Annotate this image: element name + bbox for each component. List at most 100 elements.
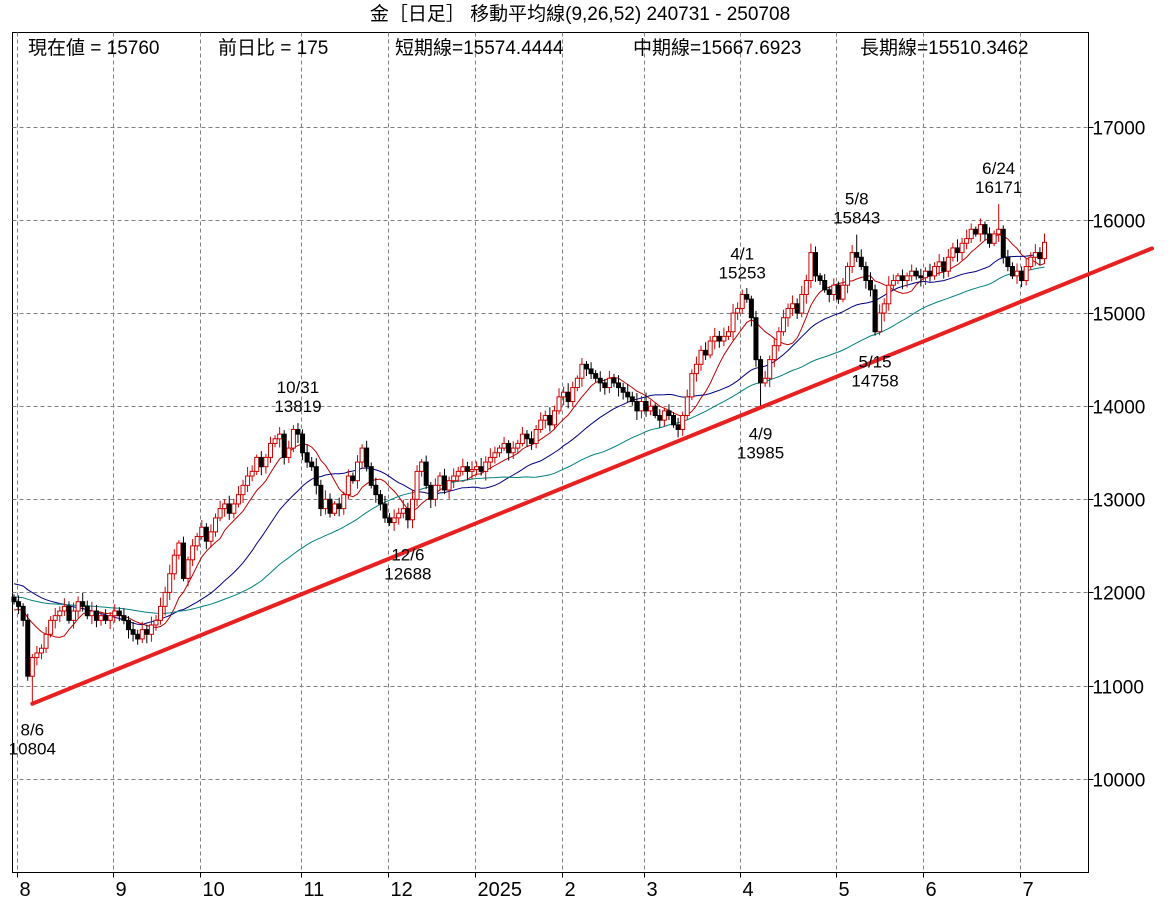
annotation-value: 13985 [737,444,784,463]
candle-body [666,410,672,417]
candle-body [66,605,72,621]
candle-body [89,610,95,617]
candle-body [771,345,777,361]
candle-up [1032,244,1038,266]
candle-body [625,391,631,398]
candle-down [602,378,608,395]
candle-body [593,373,599,379]
candle-body [396,512,402,519]
candle-down [258,451,264,476]
candle-up [43,626,49,654]
candle-body [464,466,470,472]
candle-body [556,396,562,412]
annotation-value: 15843 [833,209,880,228]
candle-body [927,270,933,277]
candle-body [103,615,109,621]
candle-body [638,401,644,412]
candle-body [597,377,603,384]
candle-body [34,652,40,659]
candle-up [725,325,731,340]
candle-down [584,361,589,376]
candle-down [822,274,828,293]
candle-body [909,270,915,277]
candle-body [327,498,333,514]
candle-body [671,415,677,426]
candle-body [858,256,864,268]
candle-up [290,425,296,453]
candle-up [730,303,736,341]
candle-body [391,517,397,524]
candle-up [263,454,269,474]
candle-body [579,363,585,379]
x-tick-label: 4 [743,879,754,901]
candle-body [322,498,328,510]
candle-up [968,223,974,243]
info-bar: 現在値 = 15760 前日比 = 175 短期線=15574.4444 中期線… [28,37,1028,59]
candle-body [725,331,731,337]
candle-body [332,503,338,514]
candle-up [606,370,612,394]
candle-up [162,586,168,616]
candle-down [643,392,649,417]
candle-body [822,280,828,291]
candle-up [845,262,851,294]
candle-body [524,433,530,440]
candle-body [180,542,186,579]
candle-down [103,609,109,625]
candle-up [991,230,997,247]
candle-body [890,280,896,286]
candle-down [748,295,754,327]
grid [12,32,1089,873]
candle-down [16,595,22,615]
candle-up [771,338,777,367]
candle-up [881,298,887,322]
candle-up [510,441,516,459]
candle-body [359,447,365,463]
candle-body [368,466,374,486]
candle-body [93,610,99,621]
candle-down [1005,249,1011,272]
candle-body [977,224,983,235]
candle-down [135,629,141,645]
candle-down [758,355,764,408]
candle-down [927,263,933,282]
x-tick-label: 2025 [478,879,523,901]
candle-body [767,359,773,379]
candle-body [895,275,901,282]
candle-up [693,356,699,382]
candle-up [890,274,896,291]
candle-body [414,470,420,500]
x-tick-label: 2 [565,879,576,901]
candle-up [487,448,493,470]
candle-down [666,404,672,421]
annotation-date: 4/1 [730,245,754,264]
annotation-date: 12/6 [391,545,424,564]
candle-body [542,415,548,421]
candle-body [529,438,535,444]
x-tick-label: 7 [1023,879,1034,901]
candle-body [1028,256,1034,268]
candle-body [877,312,883,333]
candle-body [222,503,228,510]
candle-up [959,237,965,261]
candle-up [112,604,118,623]
candle-up [945,249,951,277]
candle-up [638,396,644,419]
candle-up [519,426,525,447]
candle-up [739,289,745,314]
candle-body [987,233,993,244]
annotation-date: 6/24 [982,159,1015,178]
candle-up [932,262,938,280]
candle-body [748,298,754,319]
candle-down [854,234,860,263]
candle-body [423,461,429,486]
candle-down [900,269,906,290]
candle-body [126,619,131,631]
candle-body [194,536,200,547]
candle-up [483,456,489,481]
candle-down [373,477,379,503]
y-tick-label: 13000 [1093,491,1146,512]
candle-body [341,494,347,510]
